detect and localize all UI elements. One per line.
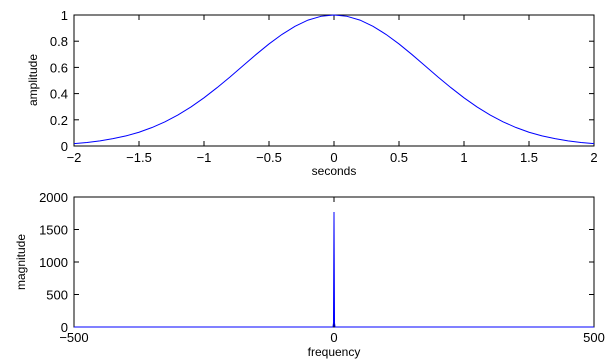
x-tick-label: −1: [197, 150, 212, 165]
y-tick-label: 0: [61, 139, 68, 154]
x-tick-label: 500: [583, 330, 605, 345]
x-axis-label-amplitude: seconds: [312, 164, 357, 178]
y-tick-label: 2000: [39, 190, 68, 205]
x-tick-label: 0: [330, 330, 337, 345]
series-amplitude: [73, 14, 595, 145]
y-tick-label: 1500: [39, 223, 68, 238]
y-tick-label: 0.4: [50, 87, 68, 102]
y-tick-label: 0.8: [50, 34, 68, 49]
y-tick-label: 0.2: [50, 113, 68, 128]
series-line: [74, 211, 594, 328]
x-tick-label: −2: [67, 150, 82, 165]
x-tick-label: −500: [59, 330, 88, 345]
x-tick-label: 0.5: [390, 150, 408, 165]
y-axis-label-amplitude: amplitude: [26, 54, 40, 106]
x-tick-label: 0: [330, 150, 337, 165]
x-tick-label: −0.5: [256, 150, 282, 165]
series-line: [73, 14, 595, 145]
axes-frame-amplitude: [73, 14, 595, 147]
y-tick-label: 500: [46, 288, 68, 303]
x-tick-label: −1.5: [126, 150, 152, 165]
x-axis-label-magnitude: frequency: [308, 345, 361, 359]
x-tick-label: 2: [590, 150, 597, 165]
y-tick-marks-magnitude: 0 500 1000 1500 2000: [39, 190, 594, 335]
plot-amplitude: −2 −1.5 −1 −0.5 0 0.5 1 1.5 2 0 0.2 0.4 0.6 0.8 1 sec…: [26, 8, 598, 178]
series-magnitude: [74, 211, 594, 328]
x-tick-label: 1.5: [520, 150, 538, 165]
y-tick-marks-amplitude: 0 0.2 0.4 0.6 0.8 1: [50, 8, 594, 154]
x-tick-marks-magnitude: −500 0 500: [59, 197, 605, 345]
y-axis-label-magnitude: magnitude: [14, 234, 28, 290]
y-tick-label: 1000: [39, 255, 68, 270]
x-tick-marks-amplitude: −2 −1.5 −1 −0.5 0 0.5 1 1.5 2: [67, 15, 598, 165]
y-tick-label: 0.6: [50, 60, 68, 75]
y-tick-label: 0: [61, 320, 68, 335]
x-tick-label: 1: [460, 150, 467, 165]
y-tick-label: 1: [61, 8, 68, 23]
